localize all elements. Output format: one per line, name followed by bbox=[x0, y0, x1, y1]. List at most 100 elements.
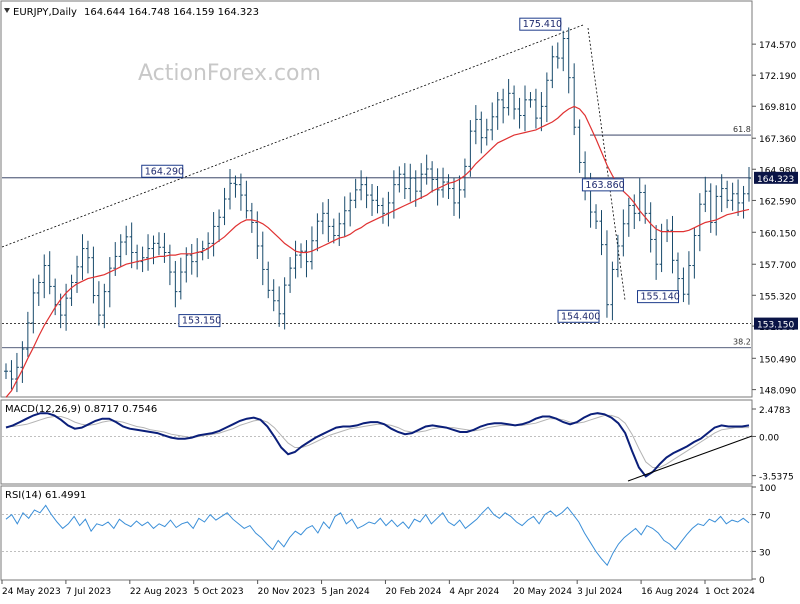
price-bar bbox=[288, 257, 293, 293]
rsi-ytick-label: 70 bbox=[759, 512, 771, 522]
price-bar bbox=[353, 178, 358, 209]
macd-trendline bbox=[627, 435, 753, 482]
price-bar bbox=[675, 252, 680, 295]
price-bar bbox=[260, 231, 265, 286]
price-bar bbox=[222, 187, 227, 226]
price-bar bbox=[75, 255, 80, 293]
price-bar bbox=[271, 279, 276, 312]
price-bar bbox=[364, 176, 369, 209]
chart-header: EURJPY,Daily 164.644 164.748 164.159 164… bbox=[4, 7, 259, 18]
price-bar bbox=[473, 105, 478, 145]
collapse-triangle-icon bbox=[4, 8, 10, 13]
price-ytick-label: 174.570 bbox=[759, 41, 796, 51]
x-tick-label: 3 Jul 2024 bbox=[577, 587, 622, 597]
price-ytick-label: 162.590 bbox=[759, 197, 796, 207]
price-bar bbox=[189, 244, 194, 275]
price-bar bbox=[20, 341, 25, 383]
price-bar bbox=[36, 274, 41, 306]
macd-title: MACD(12,26,9) 0.8717 0.7546 bbox=[5, 404, 157, 415]
price-bar bbox=[124, 225, 129, 256]
price-bar bbox=[129, 222, 134, 269]
price-bar bbox=[42, 254, 47, 299]
symbol-label: EURJPY,Daily bbox=[13, 7, 77, 18]
price-bar bbox=[173, 260, 178, 308]
price-bar bbox=[468, 120, 473, 177]
x-tick-label: 16 Aug 2024 bbox=[641, 587, 699, 597]
price-bar bbox=[747, 167, 751, 202]
svg-text:164.290: 164.290 bbox=[145, 166, 184, 177]
price-annotation: 153.150 bbox=[178, 314, 221, 328]
price-annotation: 175.410 bbox=[519, 17, 562, 31]
price-bar bbox=[217, 209, 222, 243]
fib-level-label: 61.8 bbox=[733, 125, 751, 134]
price-bar bbox=[550, 45, 555, 89]
price-bar bbox=[451, 177, 456, 216]
support-price-tag: 153.150 bbox=[754, 317, 798, 331]
price-bar bbox=[430, 161, 435, 193]
price-bar bbox=[670, 215, 675, 274]
price-bar bbox=[238, 173, 243, 211]
macd-signal-line bbox=[6, 414, 749, 468]
price-bar bbox=[528, 92, 533, 108]
price-bar bbox=[118, 234, 123, 267]
macd-ytick-label: 2.4783 bbox=[759, 406, 791, 416]
x-tick-label: 24 May 2023 bbox=[2, 587, 61, 597]
price-bar bbox=[397, 166, 402, 193]
price-bar bbox=[4, 363, 8, 380]
price-bar bbox=[211, 212, 216, 257]
price-bar bbox=[9, 360, 14, 390]
price-bar bbox=[512, 85, 517, 120]
price-annotation: 164.290 bbox=[141, 164, 184, 178]
x-tick-label: 4 Apr 2024 bbox=[449, 587, 499, 597]
price-annotation: 154.400 bbox=[557, 309, 600, 323]
rsi-line bbox=[5, 504, 750, 567]
price-bar bbox=[626, 197, 631, 237]
price-bar bbox=[380, 197, 385, 224]
price-bar bbox=[233, 175, 238, 198]
price-ytick-label: 172.190 bbox=[759, 72, 796, 82]
price-bar bbox=[490, 102, 495, 141]
price-bar bbox=[113, 242, 118, 276]
price-bar bbox=[544, 72, 549, 123]
price-bar bbox=[479, 111, 484, 154]
price-bar bbox=[255, 211, 260, 260]
price-bar bbox=[315, 213, 320, 252]
price-bar bbox=[408, 163, 413, 202]
price-bar bbox=[80, 234, 85, 280]
rsi-panel-frame bbox=[0, 485, 753, 581]
price-bar bbox=[736, 179, 741, 216]
price-bar bbox=[555, 42, 560, 69]
price-bar bbox=[85, 240, 90, 274]
svg-text:164.323: 164.323 bbox=[757, 175, 794, 185]
price-bar bbox=[178, 257, 183, 300]
price-bar bbox=[703, 176, 708, 213]
price-bar bbox=[730, 182, 735, 211]
price-bar bbox=[25, 311, 30, 357]
price-bar bbox=[331, 218, 336, 244]
watermark: ActionForex.com bbox=[138, 61, 321, 86]
price-bar bbox=[424, 154, 429, 185]
price-annotation: 163.860 bbox=[581, 178, 625, 192]
x-tick-label: 5 Oct 2023 bbox=[194, 587, 244, 597]
price-bar bbox=[151, 235, 156, 265]
macd-ytick-label: 0.00 bbox=[759, 433, 779, 443]
price-bar bbox=[637, 178, 642, 222]
price-bar bbox=[304, 240, 309, 278]
price-bar bbox=[348, 192, 353, 227]
price-bar bbox=[244, 180, 249, 219]
price-bar bbox=[708, 183, 713, 233]
price-bar bbox=[697, 193, 702, 252]
price-bar bbox=[359, 170, 364, 201]
price-bar bbox=[577, 119, 582, 173]
price-bar bbox=[107, 257, 112, 308]
price-bar bbox=[621, 209, 626, 257]
price-bar bbox=[714, 185, 719, 236]
price-panel-frame bbox=[0, 0, 753, 398]
price-bar bbox=[320, 202, 325, 235]
price-bar bbox=[309, 226, 314, 270]
price-bar bbox=[517, 97, 522, 129]
x-tick-label: 20 Feb 2024 bbox=[385, 587, 441, 597]
svg-text:153.150: 153.150 bbox=[757, 321, 794, 331]
